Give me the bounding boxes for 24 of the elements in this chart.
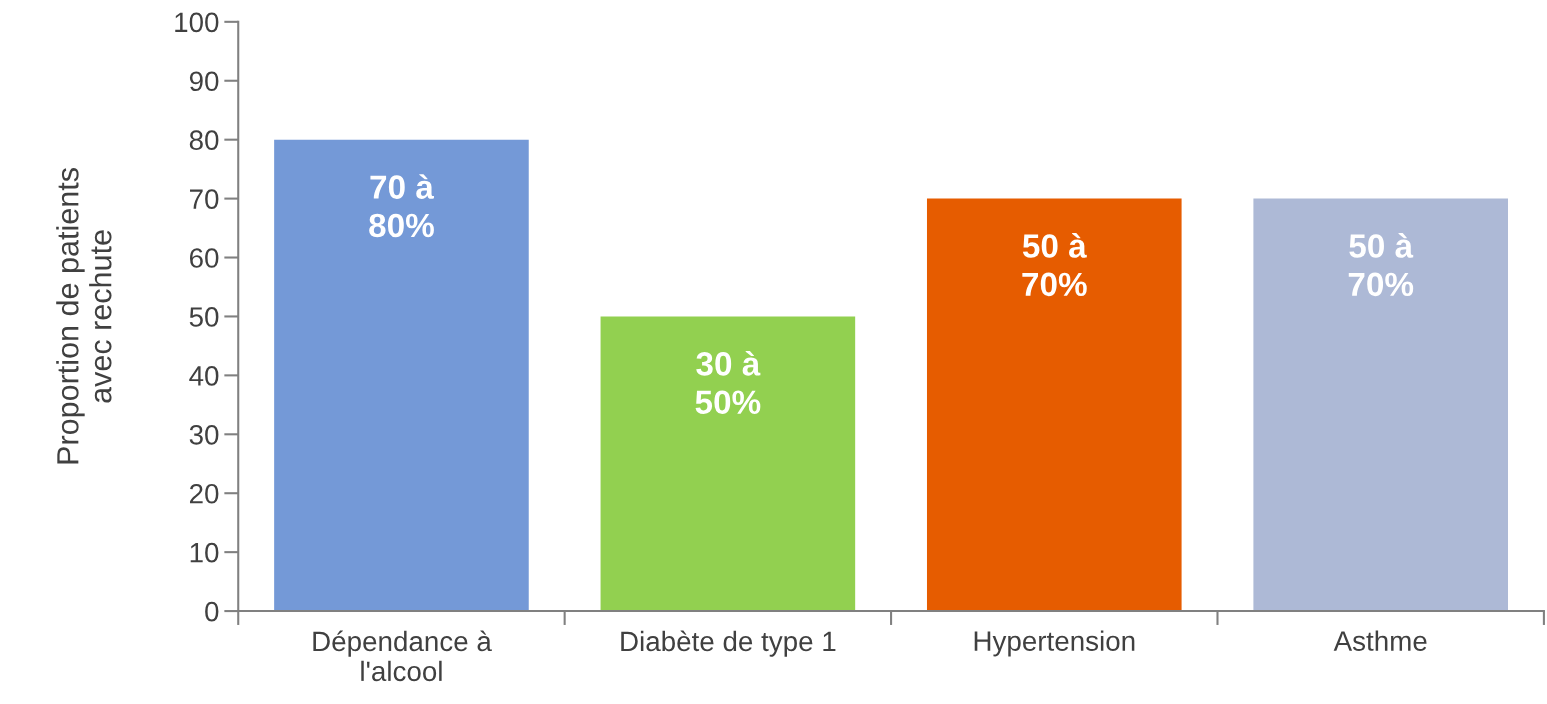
x-tick-label: Dépendance à l'alcool bbox=[313, 630, 492, 682]
x-tick-label: Diabète de type 1 bbox=[621, 630, 836, 657]
y-tick-label: 50 bbox=[189, 307, 219, 327]
bar bbox=[274, 139, 529, 612]
y-tick-label: 10 bbox=[190, 542, 219, 563]
y-tick-label: 0 bbox=[205, 601, 219, 622]
y-tick-label: 40 bbox=[189, 366, 219, 386]
data-label: 50 à 70% bbox=[1022, 233, 1087, 297]
y-axis-title: Proportion de patients avec rechute bbox=[56, 168, 112, 464]
y-tick-label: 90 bbox=[189, 71, 219, 92]
data-label: 50 à 70% bbox=[1348, 233, 1414, 297]
y-tick-label: 60 bbox=[190, 248, 219, 268]
y-tick-label: 20 bbox=[189, 483, 219, 504]
y-tick-label: 30 bbox=[189, 424, 219, 445]
x-tick-label: Hypertension bbox=[974, 630, 1135, 657]
bar bbox=[600, 316, 856, 612]
bar bbox=[926, 198, 1182, 612]
bar bbox=[1253, 198, 1508, 612]
y-tick-label: 100 bbox=[175, 12, 219, 33]
y-tick-label: 70 bbox=[190, 189, 219, 209]
y-tick-label: 80 bbox=[189, 130, 219, 151]
x-tick-label: Asthme bbox=[1333, 630, 1427, 651]
data-label: 70 à 80% bbox=[369, 174, 434, 238]
data-label: 30 à 50% bbox=[695, 350, 761, 415]
